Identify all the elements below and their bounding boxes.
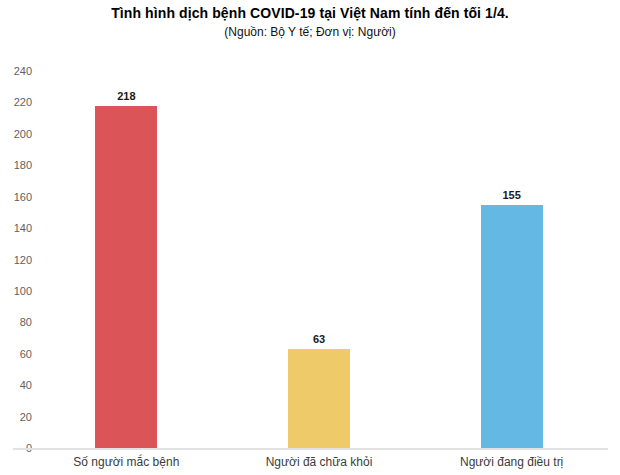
covid-bar-chart: Tình hình dịch bệnh COVID-19 tại Việt Na… bbox=[0, 0, 620, 475]
bar-0 bbox=[95, 106, 157, 448]
bar-value-label: 155 bbox=[472, 189, 552, 201]
y-tick-label: 40 bbox=[0, 379, 32, 391]
plot-area: 020406080100120140160180200220240 218631… bbox=[0, 0, 620, 475]
bar-1 bbox=[288, 349, 350, 448]
y-tick-label: 80 bbox=[0, 316, 32, 328]
y-tick-label: 240 bbox=[0, 65, 32, 77]
x-axis-line bbox=[13, 448, 608, 450]
y-tick-label: 100 bbox=[0, 285, 32, 297]
y-tick-label: 20 bbox=[0, 411, 32, 423]
bar-2 bbox=[481, 205, 543, 448]
y-tick-label: 220 bbox=[0, 96, 32, 108]
y-tick-label: 120 bbox=[0, 254, 32, 266]
x-category-label: Người đã chữa khỏi bbox=[229, 455, 409, 469]
x-category-label: Người đang điều trị bbox=[422, 455, 602, 469]
y-tick-label: 160 bbox=[0, 191, 32, 203]
y-tick-label: 180 bbox=[0, 159, 32, 171]
y-tick-label: 140 bbox=[0, 222, 32, 234]
bar-value-label: 63 bbox=[279, 333, 359, 345]
bar-value-label: 218 bbox=[86, 90, 166, 102]
y-tick-label: 200 bbox=[0, 128, 32, 140]
y-tick-label: 60 bbox=[0, 348, 32, 360]
x-category-label: Số người mắc bệnh bbox=[36, 455, 216, 469]
